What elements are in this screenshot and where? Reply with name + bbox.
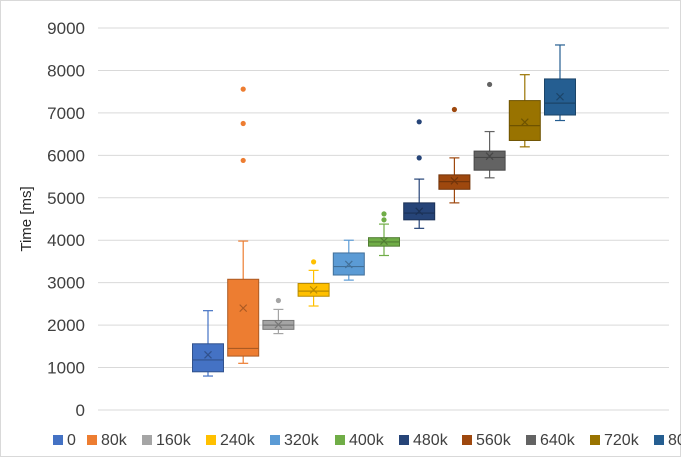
legend-item-800k: 800k (654, 432, 681, 449)
legend-swatch (270, 435, 280, 445)
box-80k (227, 86, 260, 364)
outlier-point (381, 211, 387, 217)
mean-marker-b (415, 207, 424, 216)
legend-label: 480k (413, 432, 449, 449)
legend-item-480k: 480k (399, 432, 449, 449)
legend-swatch (142, 435, 152, 445)
legend-item-320k: 320k (270, 432, 320, 449)
outlier-point (311, 259, 317, 265)
legend-swatch (206, 435, 216, 445)
box-480k (403, 119, 436, 229)
box-560k (438, 106, 471, 204)
mean-marker-b (204, 350, 212, 359)
outlier-point (240, 120, 246, 127)
legend-label: 320k (284, 432, 320, 449)
box-400k (368, 211, 400, 257)
box-800k (544, 44, 576, 122)
legend-label: 80k (101, 432, 128, 449)
mean-marker-b (274, 320, 283, 329)
outlier-point (416, 119, 422, 125)
y-tick-label: 8000 (47, 61, 85, 80)
box-720k (508, 74, 541, 148)
outlier-point (381, 217, 387, 223)
y-tick-labels: 0 1000 2000 3000 4000 5000 6000 7000 8000 9000 (47, 19, 85, 420)
y-tick-label: 1000 (47, 359, 85, 378)
mean-marker-b (380, 237, 388, 245)
legend-item-160k: 160k (142, 432, 192, 449)
y-tick-label: 2000 (47, 316, 85, 335)
box-640k (473, 81, 506, 179)
mean-marker-b (239, 304, 248, 313)
legend-label: 160k (156, 432, 192, 449)
mean-marker-b (485, 152, 494, 161)
y-axis-title: Time [ms] (18, 186, 35, 251)
y-tick-label: 3000 (47, 274, 85, 293)
legend-label: 240k (220, 432, 256, 449)
legend-label: 640k (540, 432, 576, 449)
outlier-point (240, 86, 246, 92)
box-0 (192, 310, 224, 377)
outlier-point (487, 81, 493, 88)
legend-swatch (526, 435, 536, 445)
y-tick-label: 7000 (47, 104, 85, 123)
legend-item-720k: 720k (590, 432, 640, 449)
legend-item-560k: 560k (462, 432, 512, 449)
box-iqr (192, 343, 224, 373)
outlier-point (275, 297, 281, 304)
box-160k (262, 297, 295, 335)
legend-item-80k: 80k (87, 432, 128, 449)
legend-swatch (654, 435, 664, 445)
legend-swatch (335, 435, 345, 445)
legend-swatch (590, 435, 600, 445)
legend-swatch (462, 435, 472, 445)
mean-marker-b (450, 176, 459, 185)
box-320k (332, 239, 365, 281)
legend-swatch (53, 435, 63, 445)
legend-swatch (87, 435, 97, 445)
mean-marker-b (556, 92, 564, 101)
mean-marker-b (344, 260, 353, 269)
y-tick-label: 9000 (47, 19, 85, 38)
outlier-point (416, 155, 422, 161)
legend: 0 80k 160k 240k 320k 400k 480k 560k 640k 720k 800k (53, 432, 681, 449)
box-iqr (508, 100, 541, 141)
legend-label: 560k (476, 432, 512, 449)
legend-swatch (399, 435, 409, 445)
legend-label: 720k (604, 432, 640, 449)
legend-label: 0 (67, 432, 76, 449)
outlier-point (451, 106, 457, 113)
legend-item-0: 0 (53, 432, 76, 449)
outlier-point (240, 157, 246, 164)
box-iqr (473, 150, 506, 171)
y-tick-label: 0 (76, 401, 85, 420)
y-tick-label: 5000 (47, 189, 85, 208)
legend-item-400k: 400k (335, 432, 385, 449)
box-240k (297, 259, 330, 307)
legend-label: 400k (349, 432, 385, 449)
y-tick-label: 6000 (47, 146, 85, 165)
legend-item-240k: 240k (206, 432, 256, 449)
box-series (192, 44, 576, 377)
box-iqr (227, 278, 260, 357)
legend-item-640k: 640k (526, 432, 576, 449)
y-tick-label: 4000 (47, 231, 85, 250)
mean-marker-b (309, 285, 318, 294)
mean-marker-b (520, 118, 529, 127)
legend-label: 800k (668, 432, 681, 449)
